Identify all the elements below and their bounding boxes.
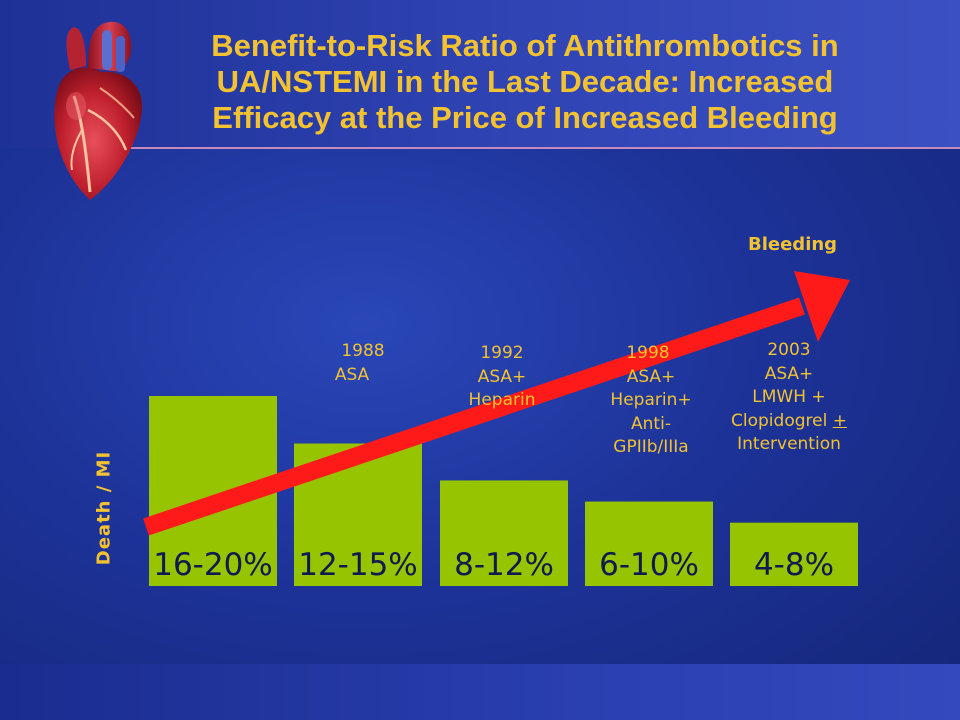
- era-annotation: 1988 ASA: [286, 340, 436, 387]
- y-axis-label: Death / MI: [93, 450, 115, 566]
- header-band: [0, 0, 960, 148]
- title-line-3: Efficacy at the Price of Increased Bleed…: [212, 100, 838, 135]
- arrow-head: [794, 271, 850, 342]
- heart-illustration-icon: [54, 21, 143, 200]
- era-year: 2003: [767, 340, 811, 360]
- bar-value-label: 6-10%: [599, 547, 699, 583]
- bar: [585, 501, 713, 586]
- bar-value-label: 8-12%: [454, 547, 554, 583]
- bar-value-label: 12-15%: [298, 547, 418, 583]
- bar-value-label: 16-20%: [153, 547, 273, 583]
- era-line: Intervention: [737, 434, 841, 454]
- era-annotation: 2003 ASA+ LMWH + Clopidogrel + Intervent…: [714, 339, 864, 457]
- era-line: Heparin+: [610, 390, 692, 410]
- arrow-shaft: [143, 297, 805, 536]
- footer-band: [0, 664, 960, 720]
- era-line: LMWH +: [752, 387, 826, 407]
- bar: [730, 522, 858, 586]
- bleeding-trend-arrow: [143, 271, 850, 536]
- slide-title: Benefit-to-Risk Ratio of Antithrombotics…: [130, 28, 920, 136]
- era-line: GPIIb/IIIa: [613, 437, 689, 457]
- bleeding-label: Bleeding: [748, 234, 838, 255]
- era-line: Clopidogrel +: [731, 410, 847, 431]
- era-line: Anti-: [631, 413, 671, 434]
- era-annotation: 1998 ASA+ Heparin+ Anti- GPIIb/IIIa: [576, 342, 726, 460]
- era-line: ASA+: [626, 366, 676, 387]
- era-annotation: 1992 ASA+ Heparin: [427, 342, 577, 413]
- title-line-2: UA/NSTEMI in the Last Decade: Increased: [216, 64, 834, 99]
- era-year: 1988: [341, 341, 385, 361]
- era-year: 1992: [480, 343, 524, 363]
- era-line: Heparin: [468, 390, 536, 410]
- era-line: ASA: [334, 364, 370, 385]
- era-line: ASA+: [764, 363, 814, 384]
- era-year: 1998: [626, 343, 670, 363]
- era-line: ASA+: [477, 366, 527, 387]
- header-divider: [110, 147, 960, 149]
- bar-value-label: 4-8%: [753, 547, 835, 583]
- bar: [440, 480, 568, 586]
- title-line-1: Benefit-to-Risk Ratio of Antithrombotics…: [211, 28, 839, 63]
